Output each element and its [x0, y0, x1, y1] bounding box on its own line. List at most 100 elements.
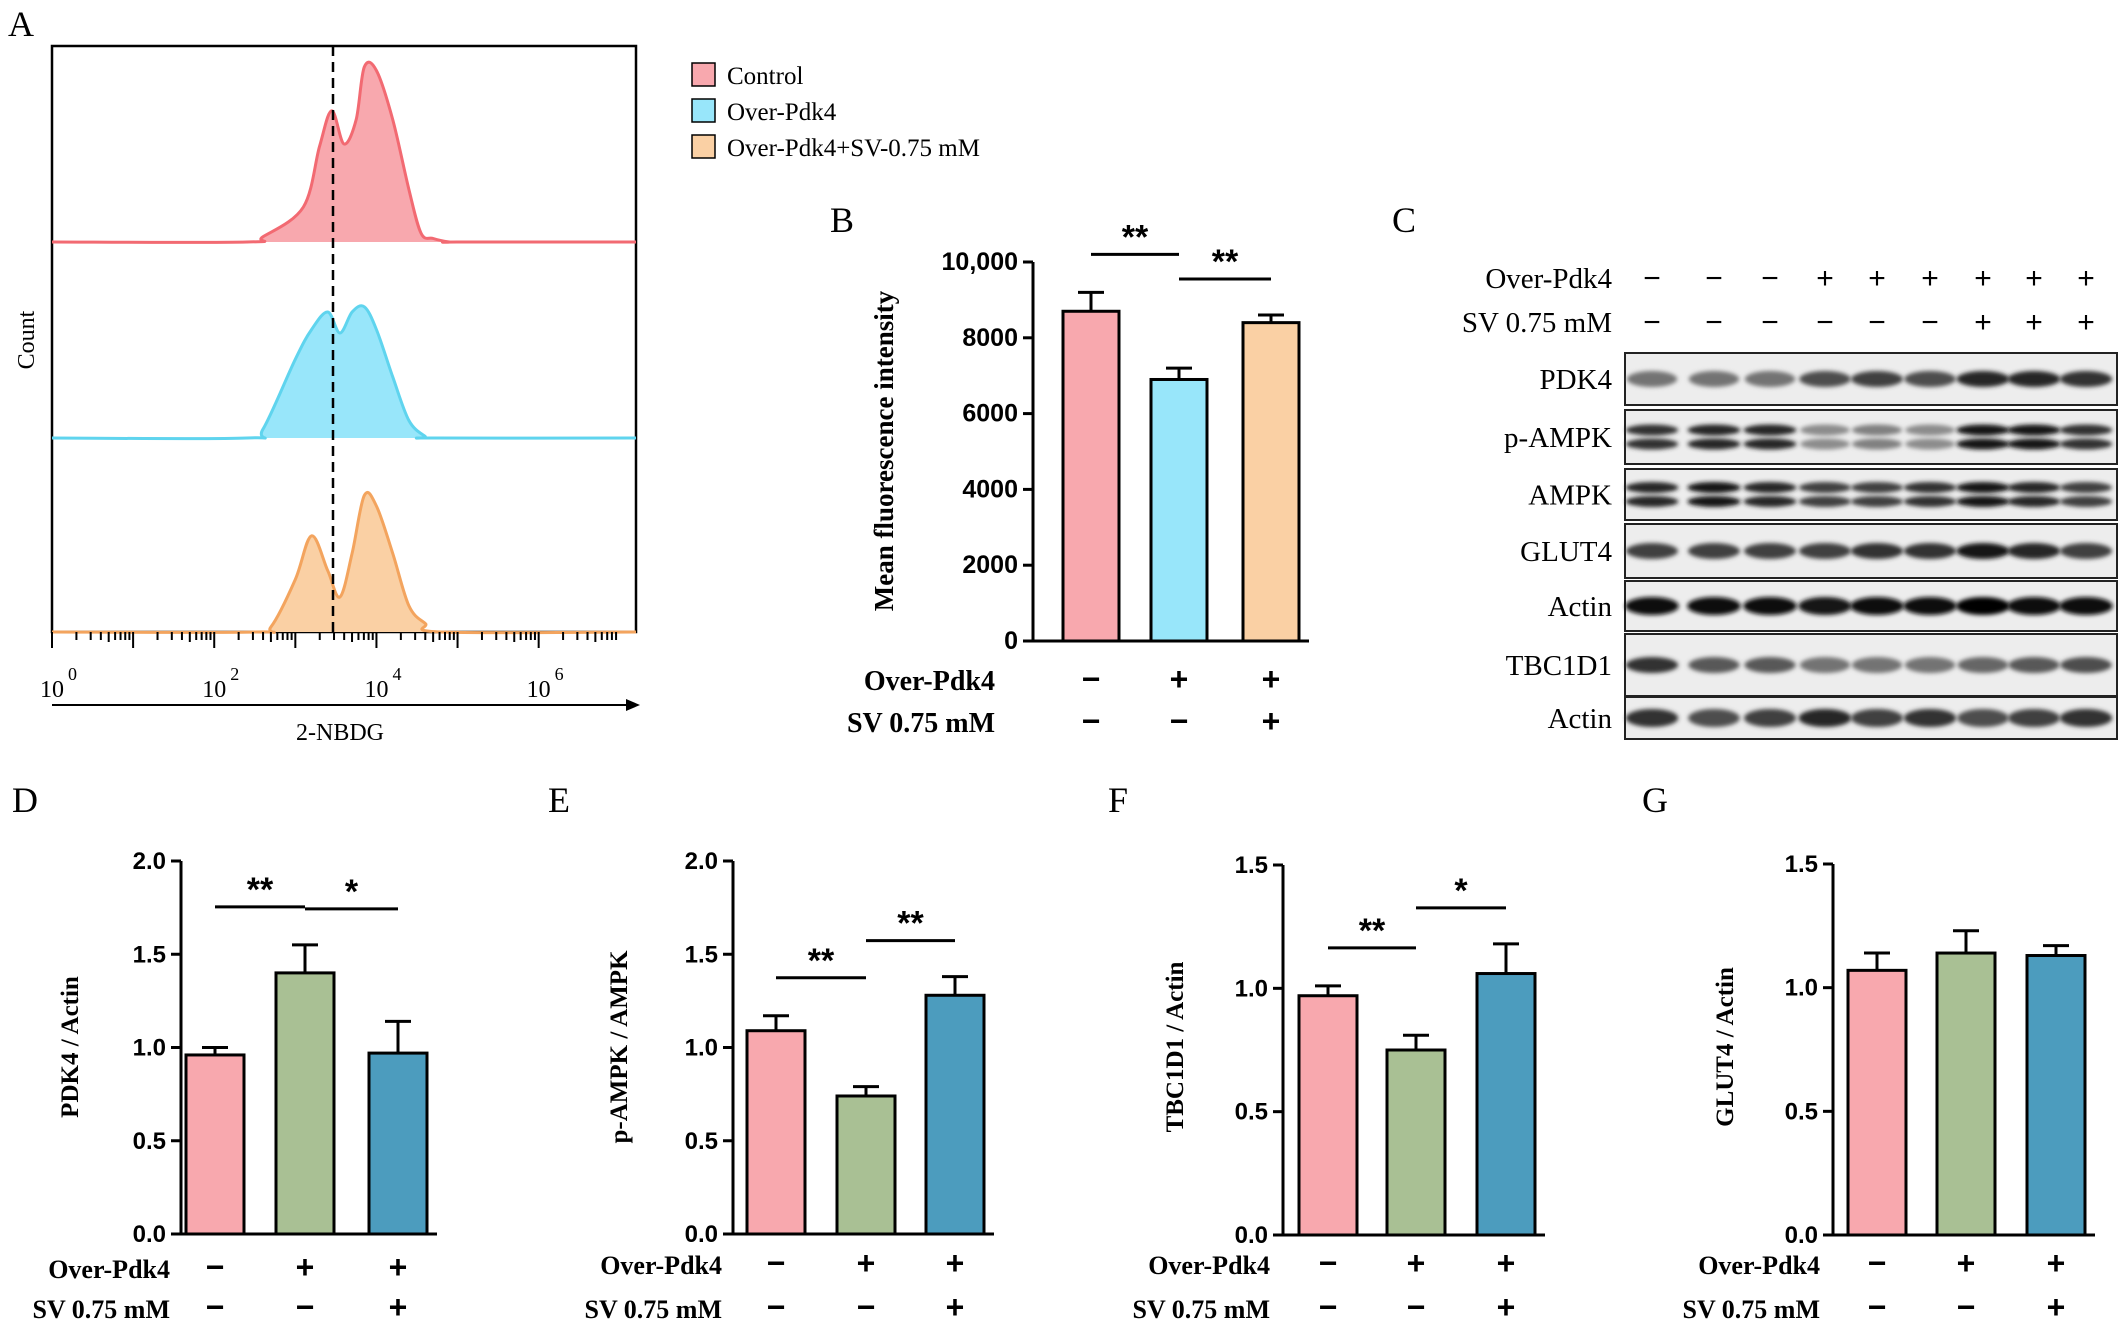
y-tick-label: 0.0: [1235, 1222, 1268, 1249]
legend-swatch-over-pdk4: [691, 98, 716, 123]
y-tick-label: 0.0: [685, 1221, 718, 1248]
y-tick-label: 1.5: [1235, 852, 1268, 879]
blot-band: [1687, 597, 1741, 615]
blot-band: [1626, 543, 1678, 559]
blot-band: [1799, 543, 1851, 559]
condition-row-label: SV 0.75 mM: [1683, 1295, 1820, 1324]
condition-sign: +: [1262, 661, 1281, 697]
blot-band: [1903, 597, 1957, 615]
blot-band: [1687, 438, 1741, 450]
y-axis-label: PDK4 / Actin: [57, 976, 84, 1118]
blot-band: [1798, 597, 1852, 615]
condition-sign: −: [1319, 1289, 1338, 1325]
blot-band: [2008, 709, 2060, 727]
blot-strip-pdk4: PDK4: [1539, 352, 2118, 406]
condition-row-label: Over-Pdk4: [1698, 1251, 1820, 1280]
blot-band: [1851, 371, 1903, 387]
blot-header-sign: −: [1761, 262, 1779, 295]
blot-band: [1743, 482, 1797, 493]
condition-sign: −: [206, 1289, 225, 1325]
blot-header-sign: +: [2025, 262, 2043, 295]
blot-strip-frame: [1624, 468, 2118, 521]
panel-label-e: E: [548, 780, 570, 820]
bar: [1241, 321, 1301, 643]
blot-band: [1688, 709, 1740, 727]
y-tick-label: 1.0: [1785, 975, 1818, 1002]
blot-band-label: PDK4: [1539, 364, 1612, 396]
blot-band: [1956, 371, 2010, 387]
y-tick-label: 0.5: [133, 1128, 166, 1155]
blot-band: [2007, 496, 2061, 507]
blot-band: [1625, 657, 1679, 673]
condition-sign: +: [2047, 1289, 2066, 1325]
blot-band: [1905, 438, 1955, 450]
blot-header-sign: −: [1643, 262, 1661, 295]
significance-label: **: [897, 905, 924, 943]
legend-swatch-over-pdk4-sv: [691, 134, 716, 159]
condition-sign: −: [1868, 1245, 1887, 1281]
blot-band: [1799, 482, 1851, 493]
blot-band: [1800, 424, 1850, 436]
blot-band: [1625, 597, 1679, 615]
blot-band: [2007, 597, 2061, 615]
flow-x-axis-label: 2-NBDG: [296, 720, 384, 746]
blot-header-sign: +: [2077, 262, 2095, 295]
y-tick-label: 1.0: [685, 1035, 718, 1062]
condition-sign: +: [389, 1249, 408, 1285]
condition-sign: −: [857, 1289, 876, 1325]
blot-header-sign: −: [1761, 306, 1779, 339]
blot-band: [1903, 709, 1957, 727]
y-tick-label: 1.0: [1235, 975, 1268, 1002]
condition-sign: −: [1170, 703, 1189, 739]
blot-band: [1743, 597, 1797, 615]
significance-label: **: [1122, 218, 1149, 256]
blot-band: [1625, 709, 1679, 727]
condition-sign: −: [1082, 703, 1101, 739]
blot-band: [2008, 657, 2060, 673]
blot-band-label: Actin: [1548, 591, 1613, 623]
blot-header-sign: +: [2025, 306, 2043, 339]
blot-band: [1956, 543, 2010, 559]
condition-sign: +: [296, 1249, 315, 1285]
blot-band: [1687, 424, 1741, 436]
blot-band: [1743, 424, 1797, 436]
bar: [1297, 994, 1359, 1237]
flow-tick-label-exp: 4: [392, 664, 401, 684]
y-tick-label: 4000: [962, 475, 1018, 503]
blot-band: [1744, 371, 1796, 387]
blot-header-sign: +: [1868, 262, 1886, 295]
panel-label-b: B: [830, 200, 854, 240]
y-tick-label: 0.0: [133, 1221, 166, 1248]
flow-area-2: [52, 492, 636, 633]
condition-row-label: SV 0.75 mM: [847, 708, 995, 739]
significance-label: **: [1359, 912, 1386, 950]
bar: [184, 1053, 246, 1236]
condition-sign: +: [946, 1245, 965, 1281]
blot-header-sign: −: [1705, 262, 1723, 295]
blot-band: [2007, 424, 2061, 436]
blot-header-sign: −: [1921, 306, 1939, 339]
blot-band: [1850, 597, 1904, 615]
y-tick-label: 0.0: [1785, 1222, 1818, 1249]
y-tick-label: 8000: [962, 324, 1018, 352]
blot-band: [1625, 482, 1679, 493]
blot-band: [1744, 657, 1796, 673]
blot-band: [1743, 496, 1797, 507]
blot-band: [2059, 371, 2113, 387]
blot-band: [1852, 438, 1902, 450]
blot-band-label: Actin: [1548, 703, 1613, 735]
blot-band: [2007, 543, 2061, 559]
condition-row-label: SV 0.75 mM: [1133, 1295, 1270, 1324]
y-tick-label: 6000: [962, 400, 1018, 428]
bar: [835, 1094, 897, 1236]
blot-header-sign: +: [1921, 262, 1939, 295]
y-tick-label: 1.5: [133, 941, 166, 968]
bar: [1061, 309, 1121, 643]
condition-sign: −: [1319, 1245, 1338, 1281]
blot-band: [1800, 438, 1850, 450]
blot-header-label: SV 0.75 mM: [1462, 307, 1612, 339]
significance-label: **: [247, 871, 274, 909]
blot-band: [2060, 657, 2112, 673]
